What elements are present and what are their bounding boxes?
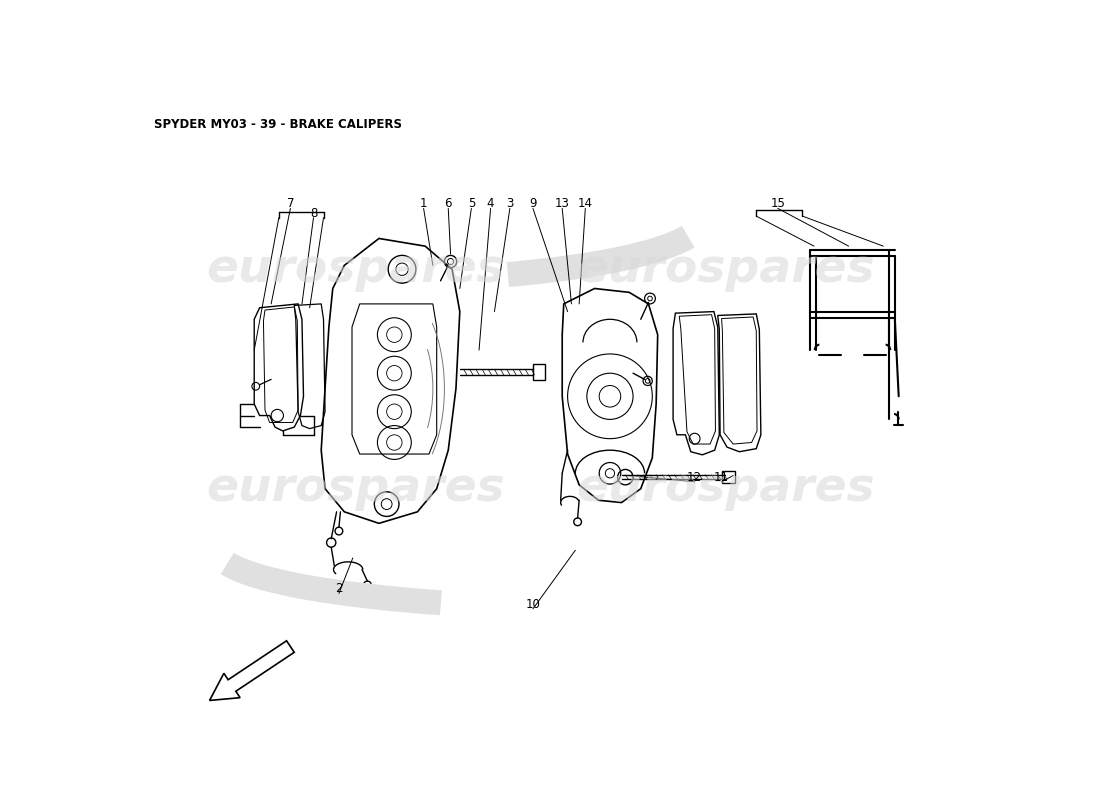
- Text: 8: 8: [310, 206, 317, 219]
- Text: 3: 3: [506, 198, 514, 210]
- Text: eurospares: eurospares: [207, 246, 505, 292]
- Text: 7: 7: [287, 198, 294, 210]
- Text: 14: 14: [578, 198, 593, 210]
- Text: 9: 9: [529, 198, 537, 210]
- Text: 12: 12: [688, 470, 702, 484]
- Text: 6: 6: [444, 198, 452, 210]
- Text: 4: 4: [487, 198, 494, 210]
- Text: eurospares: eurospares: [576, 466, 874, 511]
- Text: eurospares: eurospares: [576, 246, 874, 292]
- Text: 5: 5: [468, 198, 475, 210]
- Text: 1: 1: [420, 198, 428, 210]
- Text: 13: 13: [554, 198, 570, 210]
- Text: 10: 10: [526, 598, 540, 610]
- FancyArrow shape: [209, 641, 294, 701]
- Text: 11: 11: [714, 470, 729, 484]
- Text: SPYDER MY03 - 39 - BRAKE CALIPERS: SPYDER MY03 - 39 - BRAKE CALIPERS: [154, 118, 403, 130]
- Text: 15: 15: [770, 198, 785, 210]
- Text: 2: 2: [336, 582, 343, 595]
- Text: eurospares: eurospares: [207, 466, 505, 511]
